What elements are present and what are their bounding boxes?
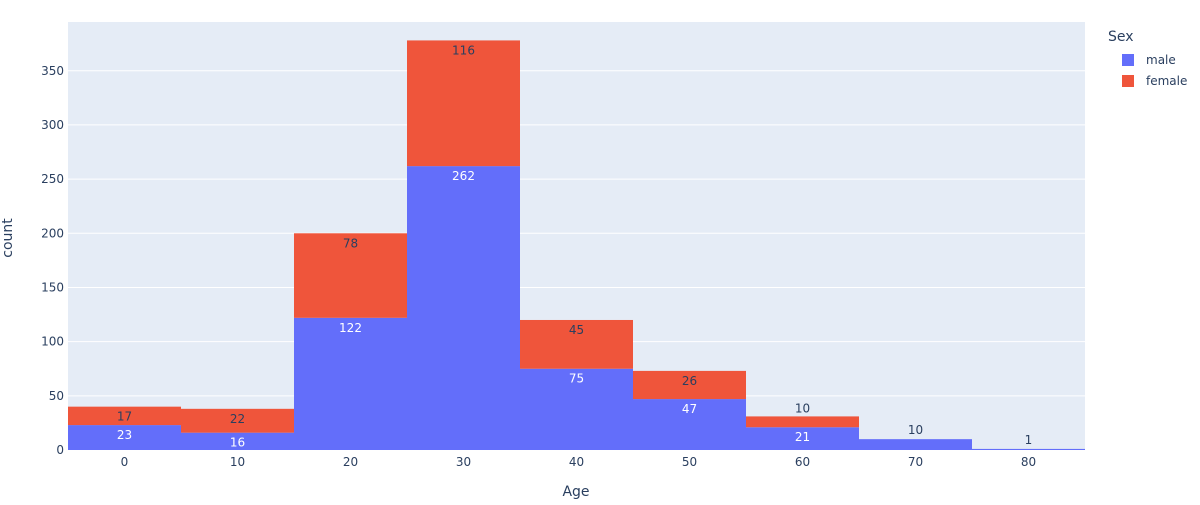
y-axis-title: count (0, 218, 16, 258)
bar-value-label-male: 47 (682, 402, 697, 416)
bar-value-label-male: 75 (569, 372, 584, 386)
bar-labels: 23 16 122 262 75 47 21 10 1 17 22 78 116 45 26 10 (117, 43, 1032, 449)
bar-female (633, 370, 746, 400)
bar-female (68, 406, 181, 426)
legend: Sex male female (1108, 29, 1187, 88)
bar-female (181, 408, 294, 433)
bar-value-label-female: 17 (117, 410, 132, 424)
bar-female (520, 319, 633, 369)
y-tick-label: 200 (41, 226, 64, 240)
x-tick-label: 80 (1021, 455, 1036, 469)
bar-value-label-male: 262 (452, 169, 475, 183)
legend-swatch-female (1122, 75, 1134, 87)
x-tick-label: 40 (569, 455, 584, 469)
bar-value-label-male: 1 (1025, 433, 1033, 447)
bar-value-label-male: 10 (908, 423, 923, 437)
bar-value-label-female: 45 (569, 323, 584, 337)
legend-title: Sex (1108, 29, 1134, 45)
bar-value-label-male: 122 (339, 321, 362, 335)
bar-male (407, 166, 520, 450)
bar-male (520, 368, 633, 450)
bar-value-label-female: 22 (230, 412, 245, 426)
bars (68, 40, 1085, 450)
bar-value-label-female: 10 (795, 401, 810, 415)
bar-male (68, 425, 181, 450)
x-tick-label: 20 (343, 455, 358, 469)
bar-female (294, 233, 407, 318)
x-tick-label: 50 (682, 455, 697, 469)
x-tick-label: 60 (795, 455, 810, 469)
y-tick-label: 150 (41, 280, 64, 294)
bar-male (633, 399, 746, 450)
y-tick-label: 300 (41, 118, 64, 132)
x-axis-title: Age (562, 484, 589, 500)
bar-female (746, 416, 859, 428)
bar-value-label-male: 16 (230, 436, 245, 450)
bar-male (972, 448, 1085, 450)
y-tick-label: 0 (56, 443, 64, 457)
bar-value-label-male: 23 (117, 428, 132, 442)
x-tick-label: 70 (908, 455, 923, 469)
bar-male (294, 317, 407, 450)
legend-swatch-male (1122, 54, 1134, 66)
bar-male (181, 432, 294, 450)
legend-items: male female (1122, 53, 1187, 88)
bar-male (746, 427, 859, 450)
y-tick-label: 50 (49, 389, 64, 403)
x-tick-label: 0 (121, 455, 129, 469)
bar-female (407, 40, 520, 167)
x-tick-label: 30 (456, 455, 471, 469)
bar-male (859, 439, 972, 450)
y-tick-label: 250 (41, 172, 64, 186)
bar-value-label-female: 26 (682, 374, 697, 388)
bar-value-label-female: 116 (452, 43, 475, 57)
y-tick-label: 350 (41, 64, 64, 78)
legend-label-female: female (1146, 74, 1187, 88)
y-axis-ticks: 0 50 100 150 200 250 300 350 (41, 64, 64, 457)
x-tick-label: 10 (230, 455, 245, 469)
x-axis-ticks: 0 10 20 30 40 50 60 70 80 (121, 455, 1036, 469)
bar-value-label-female: 78 (343, 236, 358, 250)
y-tick-label: 100 (41, 335, 64, 349)
legend-label-male: male (1146, 53, 1176, 67)
bar-value-label-male: 21 (795, 430, 810, 444)
